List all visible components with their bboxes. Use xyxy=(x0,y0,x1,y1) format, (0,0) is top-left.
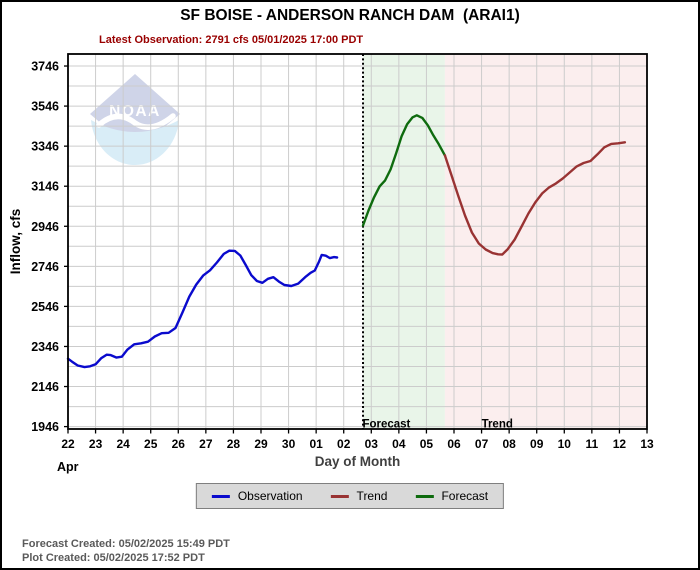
x-tick-label: 26 xyxy=(172,437,186,451)
y-tick-label: 3746 xyxy=(31,60,59,74)
y-tick-label: 2746 xyxy=(31,260,59,274)
x-tick-label: 08 xyxy=(502,437,516,451)
x-tick-label: 04 xyxy=(392,437,406,451)
series-trend-line xyxy=(443,141,627,256)
x-tick-label: 23 xyxy=(89,437,103,451)
legend-item-forecast: Forecast xyxy=(415,489,488,503)
legend-label: Forecast xyxy=(441,489,489,503)
band-forecast xyxy=(363,54,445,429)
band-label-trend: Trend xyxy=(482,419,513,431)
noaa-gull-icon xyxy=(96,113,176,130)
legend: Observation Trend Forecast xyxy=(195,483,505,509)
legend-dash-icon xyxy=(211,494,230,498)
y-tick-label: 1946 xyxy=(31,420,59,434)
x-tick-label: 01 xyxy=(309,437,323,451)
noaa-wave xyxy=(91,120,179,165)
x-tick-label: 13 xyxy=(640,437,654,451)
legend-dash-icon xyxy=(330,494,349,498)
noaa-logo-watermark: NOAA xyxy=(90,74,180,165)
x-tick-label: 09 xyxy=(530,437,544,451)
shaded-bands xyxy=(363,54,647,429)
y-axis-title: Inflow, cfs xyxy=(8,209,23,275)
legend-item-observation: Observation xyxy=(211,489,303,503)
legend-dash-icon xyxy=(415,494,434,498)
latest-observation-note: Latest Observation: 2791 cfs 05/01/2025 … xyxy=(99,34,364,46)
x-tick-label: 25 xyxy=(144,437,158,451)
x-tick-label: 28 xyxy=(227,437,241,451)
chart-marks: Forecast Trend 22 23 24 25 26 27 28 29 30 01 02 03 04 0… xyxy=(8,53,654,474)
forecast-created-line: Forecast Created: 05/02/2025 15:49 PDT xyxy=(22,538,230,550)
band-trend xyxy=(444,54,647,429)
y-tick-label: 2946 xyxy=(31,220,59,234)
y-tick-label: 2546 xyxy=(31,300,59,314)
legend-label: Trend xyxy=(356,489,388,503)
chart-title: SF BOISE - ANDERSON RANCH DAM (ARAI1) xyxy=(180,7,520,24)
x-tick-label: 06 xyxy=(447,437,461,451)
x-axis-title: Day of Month xyxy=(315,454,401,469)
footer: Forecast Created: 05/02/2025 15:49 PDT P… xyxy=(22,537,230,565)
series-forecast-line xyxy=(361,114,447,227)
x-tick-label: 22 xyxy=(61,437,75,451)
gridlines xyxy=(68,54,647,429)
band-label-forecast: Forecast xyxy=(362,419,410,431)
legend-item-trend: Trend xyxy=(330,489,388,503)
legend-label: Observation xyxy=(237,489,303,503)
plot-border xyxy=(67,53,648,430)
x-tick-label: 27 xyxy=(199,437,213,451)
x-month-label: Apr xyxy=(57,460,79,474)
x-tick-label: 11 xyxy=(586,437,599,451)
y-tick-label: 2346 xyxy=(31,340,59,354)
x-tick-label: 29 xyxy=(254,437,268,451)
x-tick-label: 05 xyxy=(420,437,434,451)
x-tick-label: 02 xyxy=(337,437,351,451)
y-tick-label: 2146 xyxy=(31,380,59,394)
y-tick-label: 3146 xyxy=(31,180,59,194)
series-observation-line xyxy=(66,249,339,369)
x-tick-label: 30 xyxy=(282,437,296,451)
x-tick-label: 03 xyxy=(365,437,379,451)
plot-created-line: Plot Created: 05/02/2025 17:52 PDT xyxy=(22,552,205,564)
x-tick-label: 24 xyxy=(116,437,130,451)
y-tick-label: 3546 xyxy=(31,100,59,114)
x-tick-label: 10 xyxy=(558,437,572,451)
x-tick-label: 07 xyxy=(475,437,489,451)
x-tick-label: 12 xyxy=(613,437,627,451)
noaa-text: NOAA xyxy=(109,103,161,120)
y-tick-label: 3346 xyxy=(31,140,59,154)
